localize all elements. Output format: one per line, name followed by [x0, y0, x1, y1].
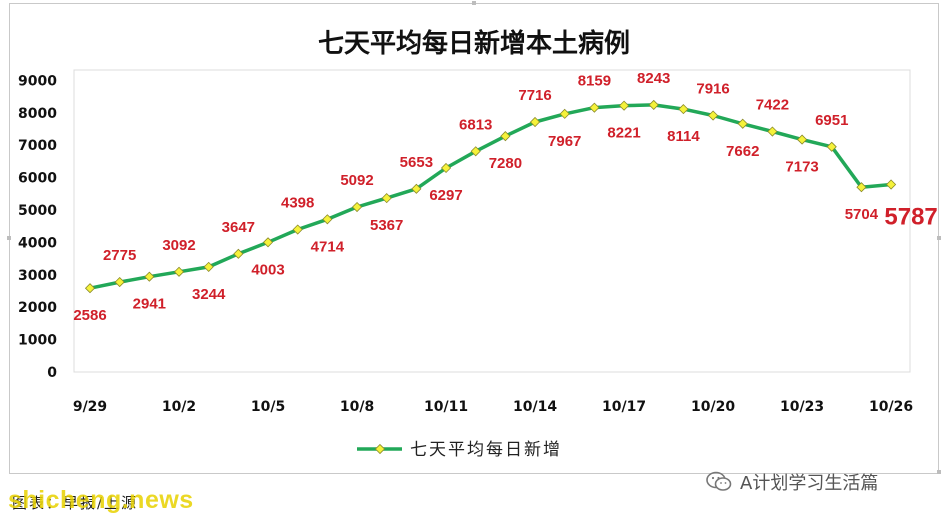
- data-label: 6813: [459, 116, 492, 133]
- data-point-marker: [856, 182, 867, 193]
- y-tick-label: 2000: [18, 300, 57, 316]
- data-point-marker: [144, 271, 155, 282]
- x-axis: 9/29 10/2 10/5 10/8 10/11 10/14 10/17 10/20 10/2…: [73, 399, 913, 415]
- x-tick-label: 10/20: [691, 399, 735, 415]
- data-point-marker: [440, 162, 452, 174]
- data-label: 6951: [815, 112, 848, 129]
- data-point-marker: [203, 261, 214, 272]
- data-label: 5653: [400, 154, 433, 171]
- data-label: 4398: [281, 195, 314, 212]
- resize-handle-top[interactable]: [472, 1, 476, 5]
- data-label: 7716: [518, 87, 551, 104]
- data-label: 5704: [845, 206, 879, 223]
- data-point-marker: [114, 277, 125, 288]
- data-point-marker: [381, 193, 392, 204]
- data-point-marker: [708, 110, 719, 121]
- data-point-marker: [559, 108, 570, 119]
- data-label: 3092: [162, 237, 195, 254]
- data-label: 3647: [222, 219, 255, 236]
- watermark-wechat: A计划学习生活篇: [706, 470, 878, 494]
- resize-handle-right[interactable]: [937, 236, 941, 240]
- data-point-marker: [262, 237, 274, 248]
- data-point-marker: [351, 201, 363, 213]
- data-labels-group: 2586 2775 2941 3092 3244 3647 4003 4398 4714 5092…: [73, 70, 937, 324]
- data-label: 7280: [489, 155, 522, 172]
- data-label: 6297: [429, 187, 462, 204]
- resize-handle-bottom-right[interactable]: [937, 470, 941, 474]
- watermark-text: A计划学习生活篇: [740, 473, 879, 494]
- data-point-marker: [84, 283, 96, 294]
- markers-group: [84, 99, 897, 294]
- y-tick-label: 5000: [18, 203, 57, 219]
- data-point-marker: [173, 266, 185, 277]
- chart-title: 七天平均每日新增本土病例: [318, 28, 630, 59]
- y-axis: 0 1000 2000 3000 4000 5000 6000 7000 8000 9000: [18, 73, 57, 381]
- data-point-marker: [826, 141, 837, 152]
- data-label: 5787: [884, 204, 937, 231]
- data-point-marker: [233, 248, 244, 259]
- legend-marker: [374, 443, 386, 455]
- data-point-marker: [292, 224, 303, 235]
- data-label: 8114: [667, 128, 700, 145]
- x-tick-label: 10/2: [162, 399, 196, 415]
- legend-label: 七天平均每日新增: [410, 440, 562, 460]
- data-label: 7662: [726, 143, 759, 160]
- data-point-marker: [797, 134, 808, 145]
- data-point-marker: [470, 146, 481, 157]
- x-tick-label: 10/26: [869, 399, 913, 415]
- x-tick-label: 10/11: [424, 399, 468, 415]
- data-point-marker: [618, 100, 630, 111]
- y-tick-label: 8000: [18, 106, 57, 122]
- x-tick-label: 10/17: [602, 399, 646, 415]
- y-tick-label: 3000: [18, 268, 57, 284]
- footer-caption: 图表：早报/上源: [12, 494, 139, 512]
- data-label: 5092: [340, 172, 373, 189]
- data-label: 8159: [578, 73, 611, 90]
- y-tick-label: 6000: [18, 171, 57, 187]
- data-label: 3244: [192, 286, 226, 303]
- data-point-marker: [411, 183, 422, 194]
- data-point-marker: [648, 99, 659, 110]
- data-label: 4714: [311, 238, 345, 255]
- data-label: 8243: [637, 70, 670, 87]
- data-label: 7173: [785, 159, 818, 176]
- data-point-marker: [529, 116, 541, 128]
- series-line-group: [89, 103, 892, 290]
- resize-handle-left[interactable]: [7, 236, 11, 240]
- data-label: 5367: [370, 217, 403, 234]
- data-point-marker: [678, 104, 689, 115]
- data-point-marker: [737, 118, 748, 129]
- data-label: 7967: [548, 133, 581, 150]
- wechat-icon: [706, 471, 732, 493]
- x-tick-label: 10/5: [251, 399, 285, 415]
- y-tick-label: 7000: [18, 138, 57, 154]
- y-tick-label: 0: [47, 365, 57, 381]
- chart-frame: [9, 3, 939, 474]
- data-point-marker: [322, 214, 333, 225]
- x-tick-label: 10/23: [780, 399, 824, 415]
- legend: 七天平均每日新增: [357, 440, 562, 460]
- plot-border: [73, 69, 911, 373]
- x-tick-label: 9/29: [73, 399, 107, 415]
- y-tick-label: 1000: [18, 333, 57, 349]
- data-label: 7916: [696, 81, 729, 98]
- data-point-marker: [500, 131, 511, 142]
- data-point-marker: [767, 126, 778, 137]
- data-point-marker: [886, 179, 897, 190]
- data-label: 2586: [73, 307, 106, 324]
- data-label: 7422: [756, 97, 789, 114]
- x-tick-label: 10/14: [513, 399, 557, 415]
- y-tick-label: 9000: [18, 73, 57, 89]
- data-label: 2775: [103, 247, 136, 264]
- watermark-shicheng: shicheng.news: [8, 486, 194, 514]
- data-label: 8221: [607, 125, 640, 142]
- data-point-marker: [589, 102, 600, 113]
- series-line: [89, 103, 892, 290]
- x-tick-label: 10/8: [340, 399, 374, 415]
- y-tick-label: 4000: [18, 235, 57, 251]
- data-label: 2941: [133, 296, 166, 313]
- data-label: 4003: [251, 261, 284, 278]
- plot-area: [73, 69, 911, 373]
